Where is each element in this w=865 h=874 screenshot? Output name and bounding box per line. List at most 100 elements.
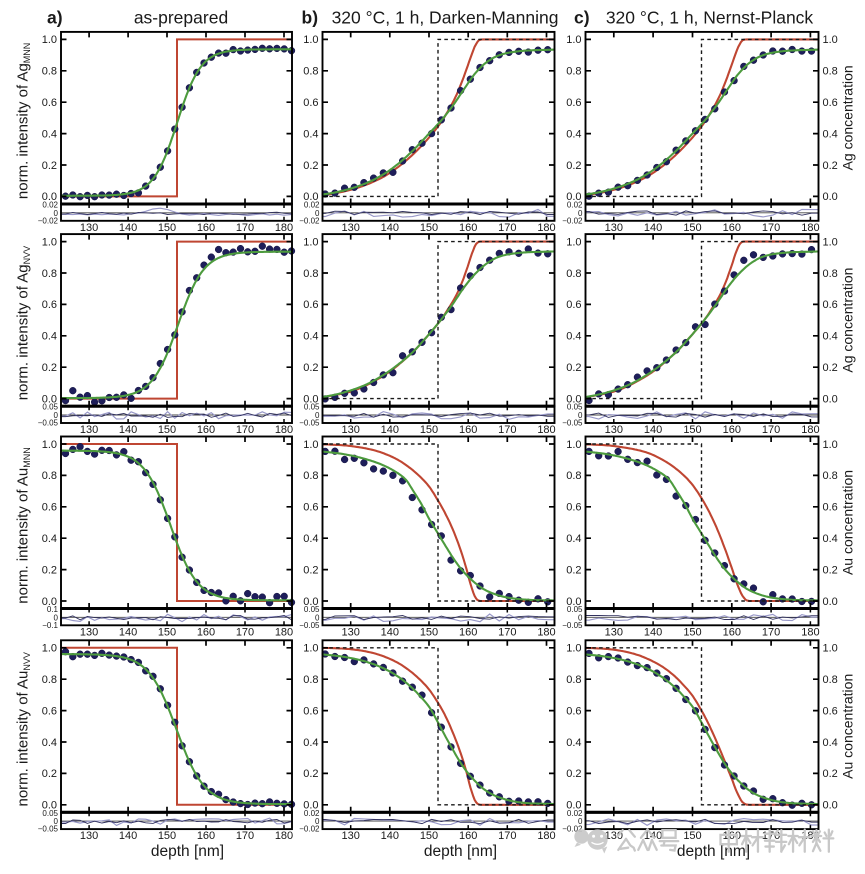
svg-text:0.4: 0.4 xyxy=(42,128,57,140)
svg-text:0.8: 0.8 xyxy=(823,674,838,686)
svg-text:b): b) xyxy=(302,8,319,28)
svg-text:0.0: 0.0 xyxy=(42,393,57,405)
svg-text:norm. intensity of AuNVV: norm. intensity of AuNVV xyxy=(15,652,33,806)
svg-text:0.8: 0.8 xyxy=(823,470,838,482)
svg-text:0.6: 0.6 xyxy=(823,705,838,717)
svg-text:0.6: 0.6 xyxy=(566,705,581,717)
svg-text:180: 180 xyxy=(275,830,293,842)
svg-text:1.0: 1.0 xyxy=(823,643,838,655)
svg-text:0.2: 0.2 xyxy=(823,564,838,576)
svg-text:0.8: 0.8 xyxy=(303,66,318,78)
svg-text:0.4: 0.4 xyxy=(566,331,581,343)
svg-text:0.2: 0.2 xyxy=(823,160,838,172)
svg-text:0.6: 0.6 xyxy=(42,97,57,109)
svg-text:Ag concentration: Ag concentration xyxy=(840,268,856,373)
svg-text:0.6: 0.6 xyxy=(566,97,581,109)
svg-text:140: 140 xyxy=(644,626,662,638)
svg-text:0.0: 0.0 xyxy=(303,191,318,203)
svg-text:0.4: 0.4 xyxy=(566,533,581,545)
svg-text:1.0: 1.0 xyxy=(823,439,838,451)
svg-text:130: 130 xyxy=(342,222,360,234)
svg-text:0.2: 0.2 xyxy=(566,160,581,172)
svg-text:130: 130 xyxy=(342,830,360,842)
svg-text:0.6: 0.6 xyxy=(42,705,57,717)
svg-text:0.4: 0.4 xyxy=(566,128,581,140)
svg-text:0.0: 0.0 xyxy=(566,191,581,203)
svg-text:0.0: 0.0 xyxy=(823,800,838,812)
svg-text:160: 160 xyxy=(197,222,215,234)
svg-text:0: 0 xyxy=(578,209,583,218)
svg-text:0.2: 0.2 xyxy=(566,362,581,374)
svg-text:160: 160 xyxy=(723,626,741,638)
svg-text:0.0: 0.0 xyxy=(42,596,57,608)
svg-text:130: 130 xyxy=(342,424,360,436)
svg-text:140: 140 xyxy=(381,830,399,842)
svg-text:160: 160 xyxy=(459,626,477,638)
svg-text:1.0: 1.0 xyxy=(42,236,57,248)
svg-text:0.05: 0.05 xyxy=(567,403,583,412)
svg-text:0: 0 xyxy=(54,817,59,826)
svg-text:0.6: 0.6 xyxy=(303,299,318,311)
svg-text:depth [nm]: depth [nm] xyxy=(151,843,224,860)
svg-text:0: 0 xyxy=(578,411,583,420)
svg-text:0.2: 0.2 xyxy=(42,768,57,780)
svg-text:Au concentration: Au concentration xyxy=(840,674,856,779)
svg-text:160: 160 xyxy=(197,626,215,638)
svg-text:0: 0 xyxy=(578,613,583,622)
svg-text:0.4: 0.4 xyxy=(303,737,318,749)
svg-text:1.0: 1.0 xyxy=(566,34,581,46)
svg-text:160: 160 xyxy=(723,424,741,436)
svg-text:0.05: 0.05 xyxy=(567,605,583,614)
svg-text:0: 0 xyxy=(54,209,59,218)
svg-text:0: 0 xyxy=(315,613,320,622)
svg-text:0.2: 0.2 xyxy=(303,362,318,374)
svg-text:130: 130 xyxy=(80,830,98,842)
svg-text:0.8: 0.8 xyxy=(303,470,318,482)
svg-text:0.6: 0.6 xyxy=(303,705,318,717)
svg-text:0.0: 0.0 xyxy=(566,596,581,608)
svg-text:150: 150 xyxy=(158,424,176,436)
svg-text:0.0: 0.0 xyxy=(42,191,57,203)
svg-text:−0.05: −0.05 xyxy=(299,621,320,630)
svg-text:0.2: 0.2 xyxy=(42,160,57,172)
svg-text:0.2: 0.2 xyxy=(823,768,838,780)
svg-text:0.0: 0.0 xyxy=(823,191,838,203)
svg-text:180: 180 xyxy=(537,626,555,638)
svg-text:0.2: 0.2 xyxy=(823,362,838,374)
svg-text:150: 150 xyxy=(158,830,176,842)
svg-text:0.8: 0.8 xyxy=(42,66,57,78)
svg-text:0.02: 0.02 xyxy=(567,201,583,210)
svg-text:150: 150 xyxy=(420,424,438,436)
svg-text:1.0: 1.0 xyxy=(566,643,581,655)
svg-text:170: 170 xyxy=(762,626,780,638)
svg-text:0.8: 0.8 xyxy=(566,470,581,482)
svg-text:0.2: 0.2 xyxy=(42,362,57,374)
svg-text:130: 130 xyxy=(605,222,623,234)
svg-text:as-prepared: as-prepared xyxy=(134,7,228,27)
svg-text:0.0: 0.0 xyxy=(303,596,318,608)
svg-text:180: 180 xyxy=(537,222,555,234)
svg-text:0.8: 0.8 xyxy=(303,268,318,280)
svg-text:150: 150 xyxy=(158,626,176,638)
svg-text:0.0: 0.0 xyxy=(42,800,57,812)
svg-text:150: 150 xyxy=(683,222,701,234)
svg-text:0.4: 0.4 xyxy=(42,737,57,749)
svg-text:150: 150 xyxy=(420,830,438,842)
svg-text:depth [nm]: depth [nm] xyxy=(424,843,497,860)
svg-text:0.2: 0.2 xyxy=(303,564,318,576)
svg-text:0.05: 0.05 xyxy=(42,403,58,412)
svg-text:0: 0 xyxy=(315,209,320,218)
svg-text:0.4: 0.4 xyxy=(823,331,838,343)
svg-text:norm. intensity of AuMNN: norm. intensity of AuMNN xyxy=(15,447,33,603)
svg-text:0.6: 0.6 xyxy=(823,502,838,514)
svg-text:0.8: 0.8 xyxy=(42,268,57,280)
svg-text:−0.02: −0.02 xyxy=(299,825,320,834)
svg-text:0.05: 0.05 xyxy=(304,605,320,614)
svg-text:0.8: 0.8 xyxy=(42,470,57,482)
svg-text:1.0: 1.0 xyxy=(566,236,581,248)
svg-text:0.4: 0.4 xyxy=(823,533,838,545)
svg-text:0.0: 0.0 xyxy=(566,393,581,405)
svg-text:170: 170 xyxy=(498,424,516,436)
svg-text:−0.05: −0.05 xyxy=(299,419,320,428)
svg-text:−0.05: −0.05 xyxy=(562,419,583,428)
